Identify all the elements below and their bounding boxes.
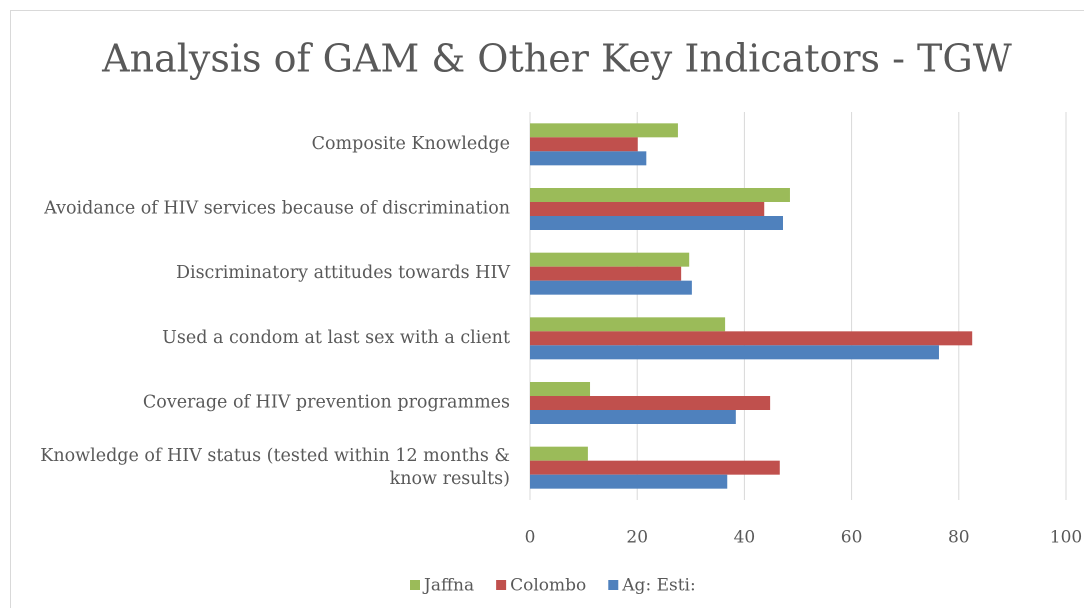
x-tick-label: 20	[626, 528, 648, 548]
bar	[530, 123, 678, 137]
bar	[530, 447, 588, 461]
bar	[530, 331, 972, 345]
label-line: Knowledge of HIV status (tested within 1…	[40, 446, 510, 466]
legend-swatch	[496, 580, 506, 590]
x-tick-label: 40	[734, 528, 756, 548]
bar	[530, 317, 725, 331]
bar	[530, 461, 780, 475]
bar	[530, 382, 590, 396]
y-tick-label: Composite Knowledge	[312, 134, 510, 154]
bar	[530, 137, 638, 151]
y-tick-label: Discriminatory attitudes towards HIV	[176, 263, 510, 283]
bar	[530, 151, 646, 165]
bar	[530, 188, 790, 202]
bar	[530, 396, 770, 410]
legend-label: Ag: Esti:	[621, 576, 695, 596]
x-tick-label: 100	[1050, 528, 1082, 548]
bar	[530, 267, 681, 281]
bar	[530, 345, 939, 359]
x-tick-label: 80	[948, 528, 970, 548]
bar	[530, 410, 736, 424]
bar	[530, 475, 727, 489]
legend-swatch	[608, 580, 618, 590]
bar	[530, 253, 689, 267]
x-tick-label: 0	[525, 528, 536, 548]
bar	[530, 216, 783, 230]
legend-swatch	[410, 580, 420, 590]
y-tick-label: Avoidance of HIV services because of dis…	[43, 199, 510, 219]
legend-label: Colombo	[510, 576, 586, 596]
bar	[530, 202, 764, 216]
x-tick-label: 60	[841, 528, 863, 548]
label-line: know results)	[390, 469, 510, 489]
y-tick-label: Used a condom at last sex with a client	[162, 328, 510, 348]
y-tick-label: Coverage of HIV prevention programmes	[143, 393, 510, 413]
bar	[530, 281, 692, 295]
chart-border	[11, 11, 1084, 609]
legend-label: Jaffna	[422, 576, 474, 596]
chart-title: Analysis of GAM & Other Key Indicators -…	[101, 37, 1012, 81]
